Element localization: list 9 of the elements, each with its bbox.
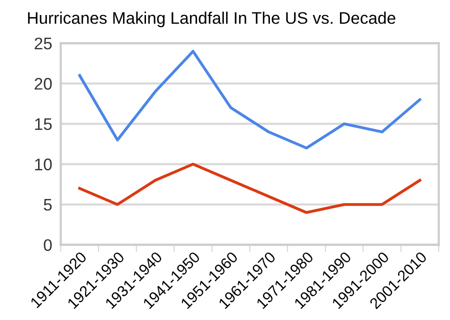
y-tick-label: 0: [44, 239, 52, 252]
line-series: [78, 50, 422, 150]
y-tick-label: 25: [34, 38, 52, 50]
y-tick-label: 20: [34, 78, 52, 90]
y-tick-label: 10: [35, 158, 52, 170]
chart-title: Hurricanes Making Landfall In The US vs. Decade: [28, 12, 396, 28]
line-series: [78, 162, 422, 214]
y-tick-label: 5: [44, 199, 52, 211]
y-tick-label: 15: [35, 118, 52, 130]
